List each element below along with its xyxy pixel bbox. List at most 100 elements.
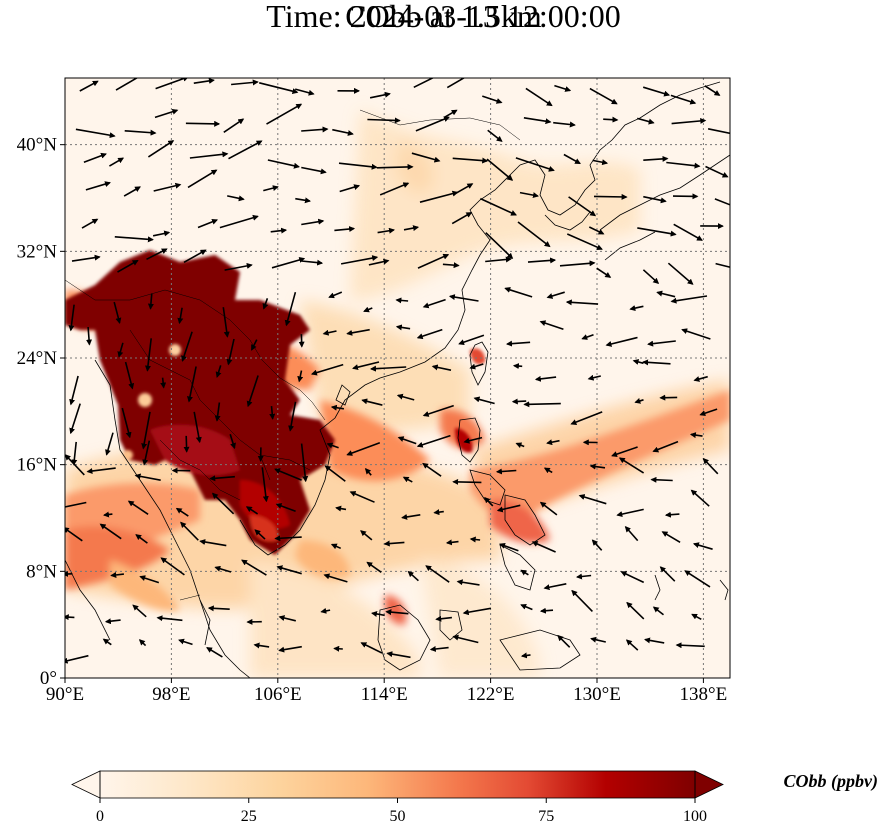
colorbar-ticks: 0 25 50 75 100: [96, 798, 707, 825]
wind-arrow: [154, 108, 179, 119]
colorbar-tick-label: 25: [241, 808, 257, 825]
wind-arrow: [473, 396, 495, 405]
wind-arrow: [206, 647, 223, 658]
wind-arrow: [215, 365, 222, 378]
wind-arrow: [554, 84, 572, 92]
concentration-medium-layer: [65, 290, 730, 625]
coastlines: [65, 81, 730, 678]
wind-arrow: [152, 230, 171, 237]
wind-arrow: [123, 186, 141, 197]
colorbar-tick-label: 50: [390, 808, 406, 825]
wind-arrow: [79, 80, 99, 92]
wind-arrow: [546, 291, 565, 299]
wind-arrow: [301, 218, 325, 226]
wind-arrow: [197, 218, 219, 229]
wind-arrow: [495, 468, 517, 475]
colorbar-label: CObb (ppbv): [784, 771, 878, 792]
wind-arrow: [431, 364, 452, 371]
wind-arrow: [241, 559, 267, 576]
wind-arrow: [301, 166, 327, 175]
y-tick-label: 16°N: [17, 455, 58, 476]
wind-arrow: [361, 398, 383, 406]
colorbar-extend-min: [71, 770, 101, 799]
wind-arrow: [65, 454, 85, 476]
wind-arrow: [263, 185, 279, 192]
wind-arrow: [681, 328, 711, 340]
wind-arrow: [435, 615, 452, 622]
wind-arrow: [539, 607, 554, 614]
wind-arrow: [458, 334, 485, 346]
wind-arrow: [339, 184, 361, 193]
wind-arrow: [486, 158, 514, 181]
x-tick-label: 122°E: [467, 684, 515, 705]
wind-arrow: [520, 569, 529, 576]
wind-arrow: [160, 557, 185, 576]
wind-arrow: [689, 432, 703, 439]
wind-arrow: [105, 432, 114, 456]
wind-arrow: [360, 642, 383, 654]
core-holes: [123, 344, 181, 460]
wind-arrow: [334, 226, 356, 233]
wind-arrow: [506, 340, 531, 347]
wind-arrow: [115, 78, 139, 91]
map-frame: [64, 77, 731, 679]
wind-arrow: [463, 436, 483, 444]
wind-arrow: [624, 526, 639, 542]
wind-arrow: [274, 468, 302, 481]
wind-arrow: [592, 159, 609, 166]
x-tick-label: 130°E: [573, 684, 621, 705]
wind-arrow: [153, 182, 182, 192]
wind-arrow: [559, 260, 596, 267]
wind-arrow: [705, 165, 729, 178]
wind-arrow: [525, 87, 553, 107]
wind-arrow: [656, 290, 676, 298]
wind-arrow: [371, 611, 385, 617]
wind-arrow: [504, 286, 533, 298]
wind-arrow: [301, 126, 329, 133]
wind-arrow: [446, 78, 466, 89]
title-line-1: CObb at 1.5km: [345, 0, 542, 34]
wind-arrow: [462, 607, 492, 616]
wind-arrow: [121, 407, 132, 439]
wind-arrow: [611, 446, 638, 457]
wind-arrow: [568, 196, 597, 217]
wind-arrow: [75, 128, 116, 139]
wind-arrow: [368, 258, 390, 266]
wind-arrow: [402, 476, 413, 483]
wind-arrow: [124, 361, 135, 390]
wind-arrow: [117, 342, 124, 358]
wind-arrow: [416, 434, 451, 448]
wind-arrow: [207, 605, 230, 612]
wind-arrow: [702, 457, 719, 475]
wind-arrow: [693, 375, 708, 382]
wind-arrow: [65, 654, 89, 664]
wind-arrow: [193, 411, 202, 444]
wind-arrow: [295, 197, 311, 204]
wind-arrow: [228, 140, 263, 160]
wind-arrow: [691, 613, 702, 621]
wind-arrow: [376, 163, 414, 170]
wind-arrow: [643, 195, 667, 204]
wind-arrow: [422, 462, 442, 477]
wind-arrow: [104, 618, 121, 625]
wind-arrow: [531, 541, 556, 553]
wind-arrow: [65, 614, 75, 621]
wind-arrow: [591, 539, 603, 551]
borders: [65, 109, 521, 601]
wind-arrow: [499, 542, 519, 552]
wind-arrow: [661, 531, 681, 543]
wind-arrow: [352, 361, 380, 371]
wind-arrow: [284, 291, 297, 327]
x-tick-label: 98°E: [152, 684, 190, 705]
wind-arrow: [664, 511, 680, 518]
wind-arrow: [523, 401, 561, 408]
wind-vectors: [65, 78, 730, 664]
wind-arrow: [620, 571, 645, 584]
wind-arrow: [565, 299, 599, 306]
wind-arrow: [274, 535, 302, 542]
wind-arrow: [452, 157, 489, 164]
wind-arrow: [103, 511, 113, 518]
colorbar-tick-label: 75: [538, 808, 554, 825]
y-tick-label: 0°: [40, 668, 57, 689]
